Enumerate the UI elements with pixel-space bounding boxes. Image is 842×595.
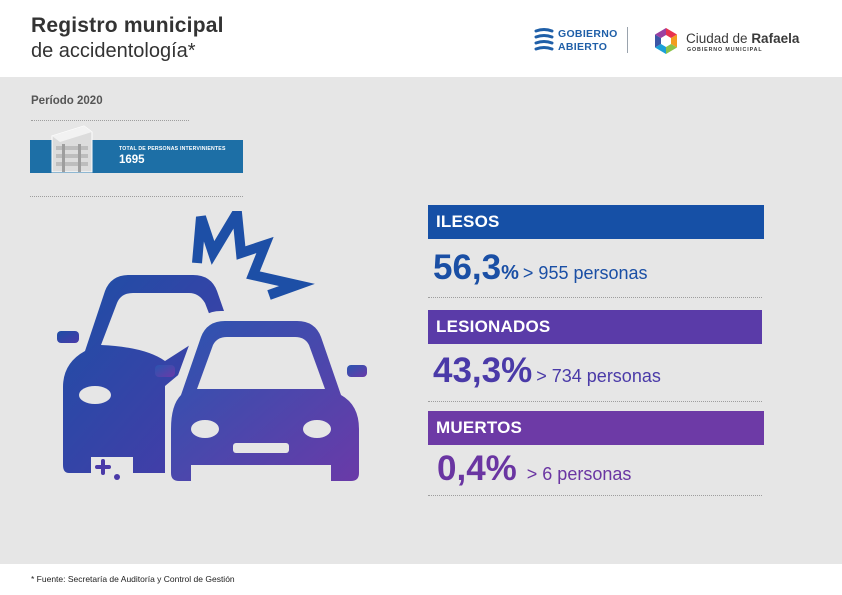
header: Registro municipal de accidentología* GO…	[0, 0, 842, 77]
building-icon	[51, 125, 93, 173]
stat-lesionados-bar: LESIONADOS	[428, 310, 762, 344]
total-value: 1695	[119, 154, 145, 166]
rafaela-hexagon-icon	[655, 28, 677, 54]
stat-muertos-bar: MUERTOS	[428, 411, 764, 445]
divider	[30, 196, 243, 197]
divider	[428, 401, 762, 402]
stat-muertos-persons: > 6 personas	[526, 464, 632, 484]
page-subtitle: de accidentología*	[31, 40, 196, 62]
stat-lesionados-persons: > 734 personas	[536, 366, 661, 386]
divider	[428, 495, 762, 496]
period-label: Período 2020	[31, 95, 103, 107]
stat-ilesos-values: 56,3% > 955 personas	[433, 248, 648, 292]
total-box: TOTAL DE PERSONAS INTERVINIENTES 1695	[30, 125, 243, 173]
stat-muertos-label: MUERTOS	[436, 418, 523, 437]
stat-lesionados-percent: 43,3%	[433, 351, 533, 390]
source-note: * Fuente: Secretaría de Auditoría y Cont…	[31, 574, 235, 584]
stat-lesionados-values: 43,3% > 734 personas	[433, 351, 661, 395]
gobierno-abierto-line2: ABIERTO	[558, 41, 608, 53]
footer: * Fuente: Secretaría de Auditoría y Cont…	[0, 564, 842, 595]
rafaela-name-regular: Ciudad de	[686, 31, 752, 46]
gobierno-abierto-logo: GOBIERNO ABIERTO	[533, 27, 623, 55]
stat-ilesos-percent-sign: %	[501, 262, 519, 284]
gobierno-abierto-line1: GOBIERNO	[558, 28, 618, 40]
car-crash-icon	[57, 211, 367, 496]
gobierno-abierto-icon	[534, 28, 554, 51]
total-label: TOTAL DE PERSONAS INTERVINIENTES	[119, 146, 226, 152]
stat-ilesos-persons: > 955 personas	[522, 263, 648, 283]
stat-ilesos-label: ILESOS	[436, 212, 500, 231]
logo-divider	[627, 27, 628, 53]
rafaela-subtitle: GOBIERNO MUNICIPAL	[687, 47, 763, 53]
divider	[428, 297, 762, 298]
page-title: Registro municipal	[31, 14, 224, 37]
stat-lesionados-label: LESIONADOS	[436, 317, 551, 336]
rafaela-name-bold: Rafaela	[751, 31, 800, 46]
ciudad-de-rafaela-logo: Ciudad de Rafaela GOBIERNO MUNICIPAL	[652, 27, 802, 55]
stat-muertos-percent: 0,4%	[437, 449, 517, 488]
divider	[31, 120, 189, 121]
stat-muertos-values: 0,4% > 6 personas	[437, 449, 631, 493]
stat-ilesos-bar: ILESOS	[428, 205, 764, 239]
stat-ilesos-percent: 56,3	[433, 248, 502, 287]
